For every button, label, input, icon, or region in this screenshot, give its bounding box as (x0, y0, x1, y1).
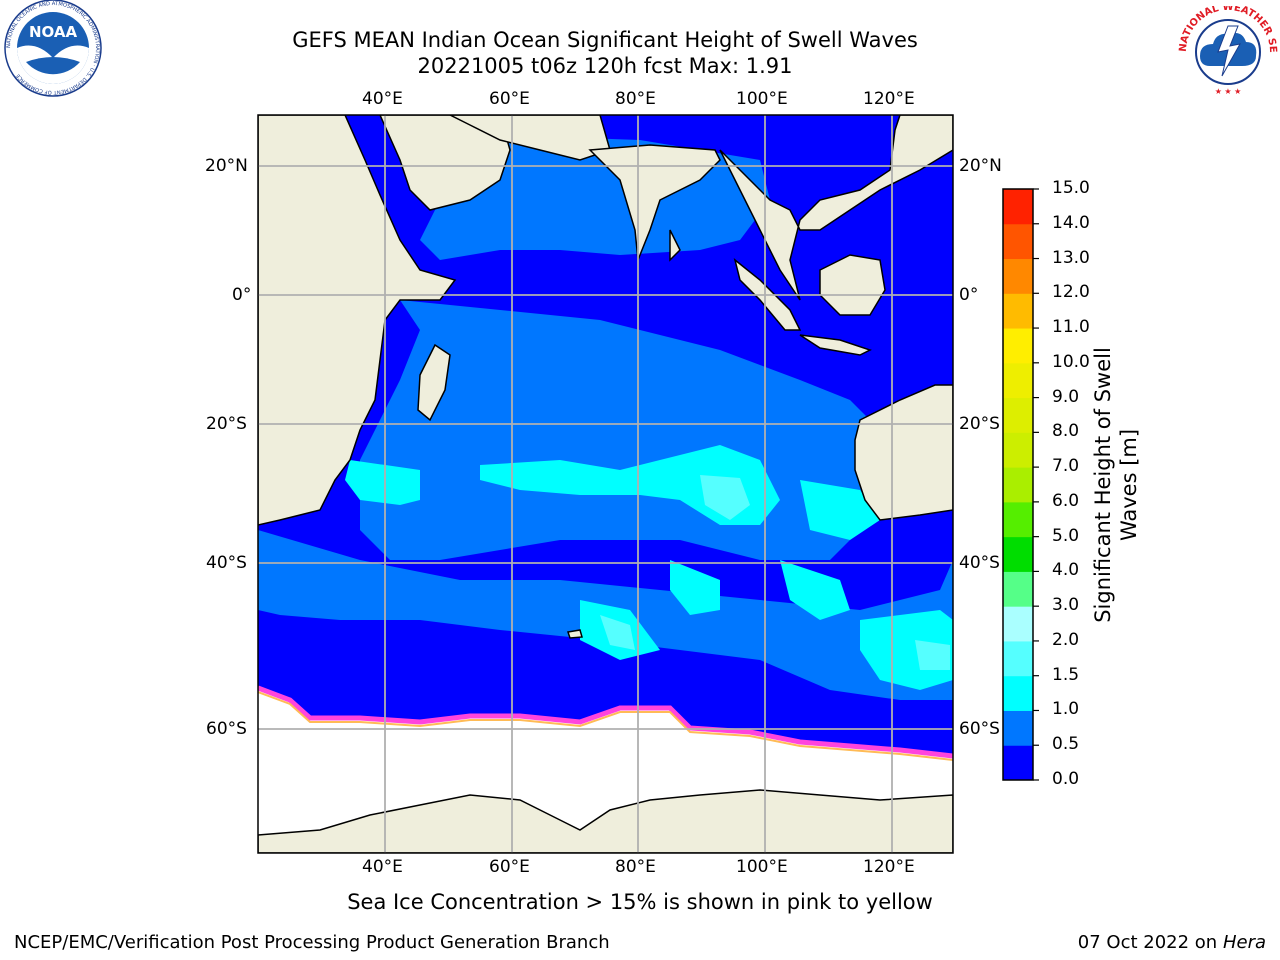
iran-pakistan (449, 115, 611, 161)
colorbar-segment-1.0 (1003, 675, 1033, 711)
lat-tick-right-20s: 20°S (959, 414, 1000, 434)
colorbar-segment-3.0 (1003, 571, 1033, 607)
lat-tick-right-60s: 60°S (959, 719, 1000, 739)
noaa-logo-text: NOAA (29, 23, 78, 41)
colorbar-label-1.5: 1.5 (1052, 664, 1080, 685)
lon-tick-bottom-60e: 60°E (489, 857, 530, 877)
madagascar (417, 343, 451, 422)
colorbar-label-14.0: 14.0 (1052, 212, 1090, 233)
noaa-logo: NOAA NATIONAL OCEANIC AND ATMOSPHERIC AD… (4, 0, 102, 97)
colorbar-title: Significant Height of Swell Waves [m] (1090, 347, 1142, 623)
colorbar-segment-0.5 (1003, 710, 1033, 746)
nws-logo: NATIONAL WEATHER SERVICE ★ ★ ★ (1178, 6, 1278, 97)
lat-tick-left-40s: 40°S (206, 553, 247, 573)
lon-tick-top-100e: 100°E (736, 89, 788, 109)
colorbar-segment-9.0 (1003, 362, 1033, 399)
lat-tick-left-60s: 60°S (206, 719, 247, 739)
lon-tick-bottom-120e: 120°E (863, 857, 915, 877)
colorbar-label-7.0: 7.0 (1052, 456, 1080, 477)
colorbar-label-2.0: 2.0 (1052, 629, 1080, 650)
chart-subtitle: 20221005 t06z 120h fcst Max: 1.91 (417, 54, 793, 78)
colorbar-segment-14.0 (1003, 189, 1033, 225)
colorbar-label-0.5: 0.5 (1052, 734, 1080, 755)
colorbar-segment-6.0 (1003, 467, 1033, 503)
colorbar-label-10.0: 10.0 (1052, 351, 1090, 372)
colorbar-label-4.0: 4.0 (1052, 560, 1080, 581)
lon-tick-bottom-40e: 40°E (362, 857, 403, 877)
lat-tick-right-20n: 20°N (959, 156, 1002, 176)
colorbar-segment-7.0 (1003, 432, 1033, 468)
chart-title: GEFS MEAN Indian Ocean Significant Heigh… (292, 28, 918, 52)
lon-tick-bottom-100e: 100°E (736, 857, 788, 877)
java (799, 334, 872, 356)
lat-tick-left-20s: 20°S (206, 414, 247, 434)
kerguelen (567, 629, 583, 639)
colorbar-segment-10.0 (1003, 328, 1033, 364)
land-masses (258, 115, 953, 853)
colorbar-segment-11.0 (1003, 293, 1033, 329)
colorbar-label-8.0: 8.0 (1052, 421, 1080, 442)
colorbar-label-5.0: 5.0 (1052, 525, 1080, 546)
colorbar-label-15.0: 15.0 (1052, 178, 1090, 198)
colorbar-title-line1: Significant Height of Swell (1091, 347, 1115, 623)
lon-tick-top-80e: 80°E (615, 89, 656, 109)
colorbar-segment-8.0 (1003, 397, 1033, 433)
colorbar (1003, 188, 1039, 781)
indochina (719, 115, 953, 301)
date-text: 07 Oct 2022 on (1077, 932, 1218, 953)
gridlines (258, 115, 953, 853)
sea-ice-footnote: Sea Ice Concentration > 15% is shown in … (347, 890, 933, 914)
lat-tick-left-0: 0° (232, 285, 252, 305)
lon-tick-top-120e: 120°E (863, 89, 915, 109)
colorbar-label-9.0: 9.0 (1052, 386, 1080, 407)
colorbar-segment-13.0 (1003, 223, 1033, 260)
swell-band-1.5-2.0 (600, 475, 950, 670)
colorbar-label-11.0: 11.0 (1052, 317, 1090, 338)
colorbar-segment-4.0 (1003, 536, 1033, 572)
colorbar-segment-5.0 (1003, 501, 1033, 538)
lon-tick-bottom-80e: 80°E (615, 857, 656, 877)
colorbar-segment-2.0 (1003, 606, 1033, 642)
colorbar-segment-1.5 (1003, 640, 1033, 677)
credit-text: NCEP/EMC/Verification Post Processing Pr… (14, 932, 610, 953)
colorbar-label-0.0: 0.0 (1052, 769, 1080, 789)
colorbar-segment-12.0 (1003, 258, 1033, 294)
borneo (819, 254, 886, 316)
colorbar-label-3.0: 3.0 (1052, 595, 1080, 616)
colorbar-title-line2: Waves [m] (1117, 428, 1141, 542)
colorbar-label-6.0: 6.0 (1052, 490, 1080, 511)
svg-text:★ ★ ★: ★ ★ ★ (1215, 87, 1242, 96)
sri-lanka (669, 229, 681, 262)
colorbar-label-1.0: 1.0 (1052, 699, 1080, 720)
sea-ice-edge-pink (258, 685, 953, 759)
colorbar-segment-0.0 (1003, 745, 1033, 781)
lat-tick-right-40s: 40°S (959, 553, 1000, 573)
host-name: Hera (1222, 932, 1266, 953)
lon-tick-top-60e: 60°E (489, 89, 530, 109)
map-area (258, 115, 953, 853)
lat-tick-left-20n: 20°N (205, 156, 248, 176)
colorbar-frame (1002, 188, 1034, 781)
lat-tick-right-0: 0° (959, 285, 979, 305)
map-frame (257, 114, 954, 854)
australia (854, 384, 953, 521)
colorbar-label-12.0: 12.0 (1052, 282, 1090, 303)
sea-ice-edge-yellow (258, 691, 953, 761)
date-stamp: 07 Oct 2022 on Hera (1078, 932, 1266, 953)
antarctica (258, 789, 953, 853)
india (588, 144, 721, 261)
colorbar-label-13.0: 13.0 (1052, 247, 1090, 268)
lon-tick-top-40e: 40°E (362, 89, 403, 109)
